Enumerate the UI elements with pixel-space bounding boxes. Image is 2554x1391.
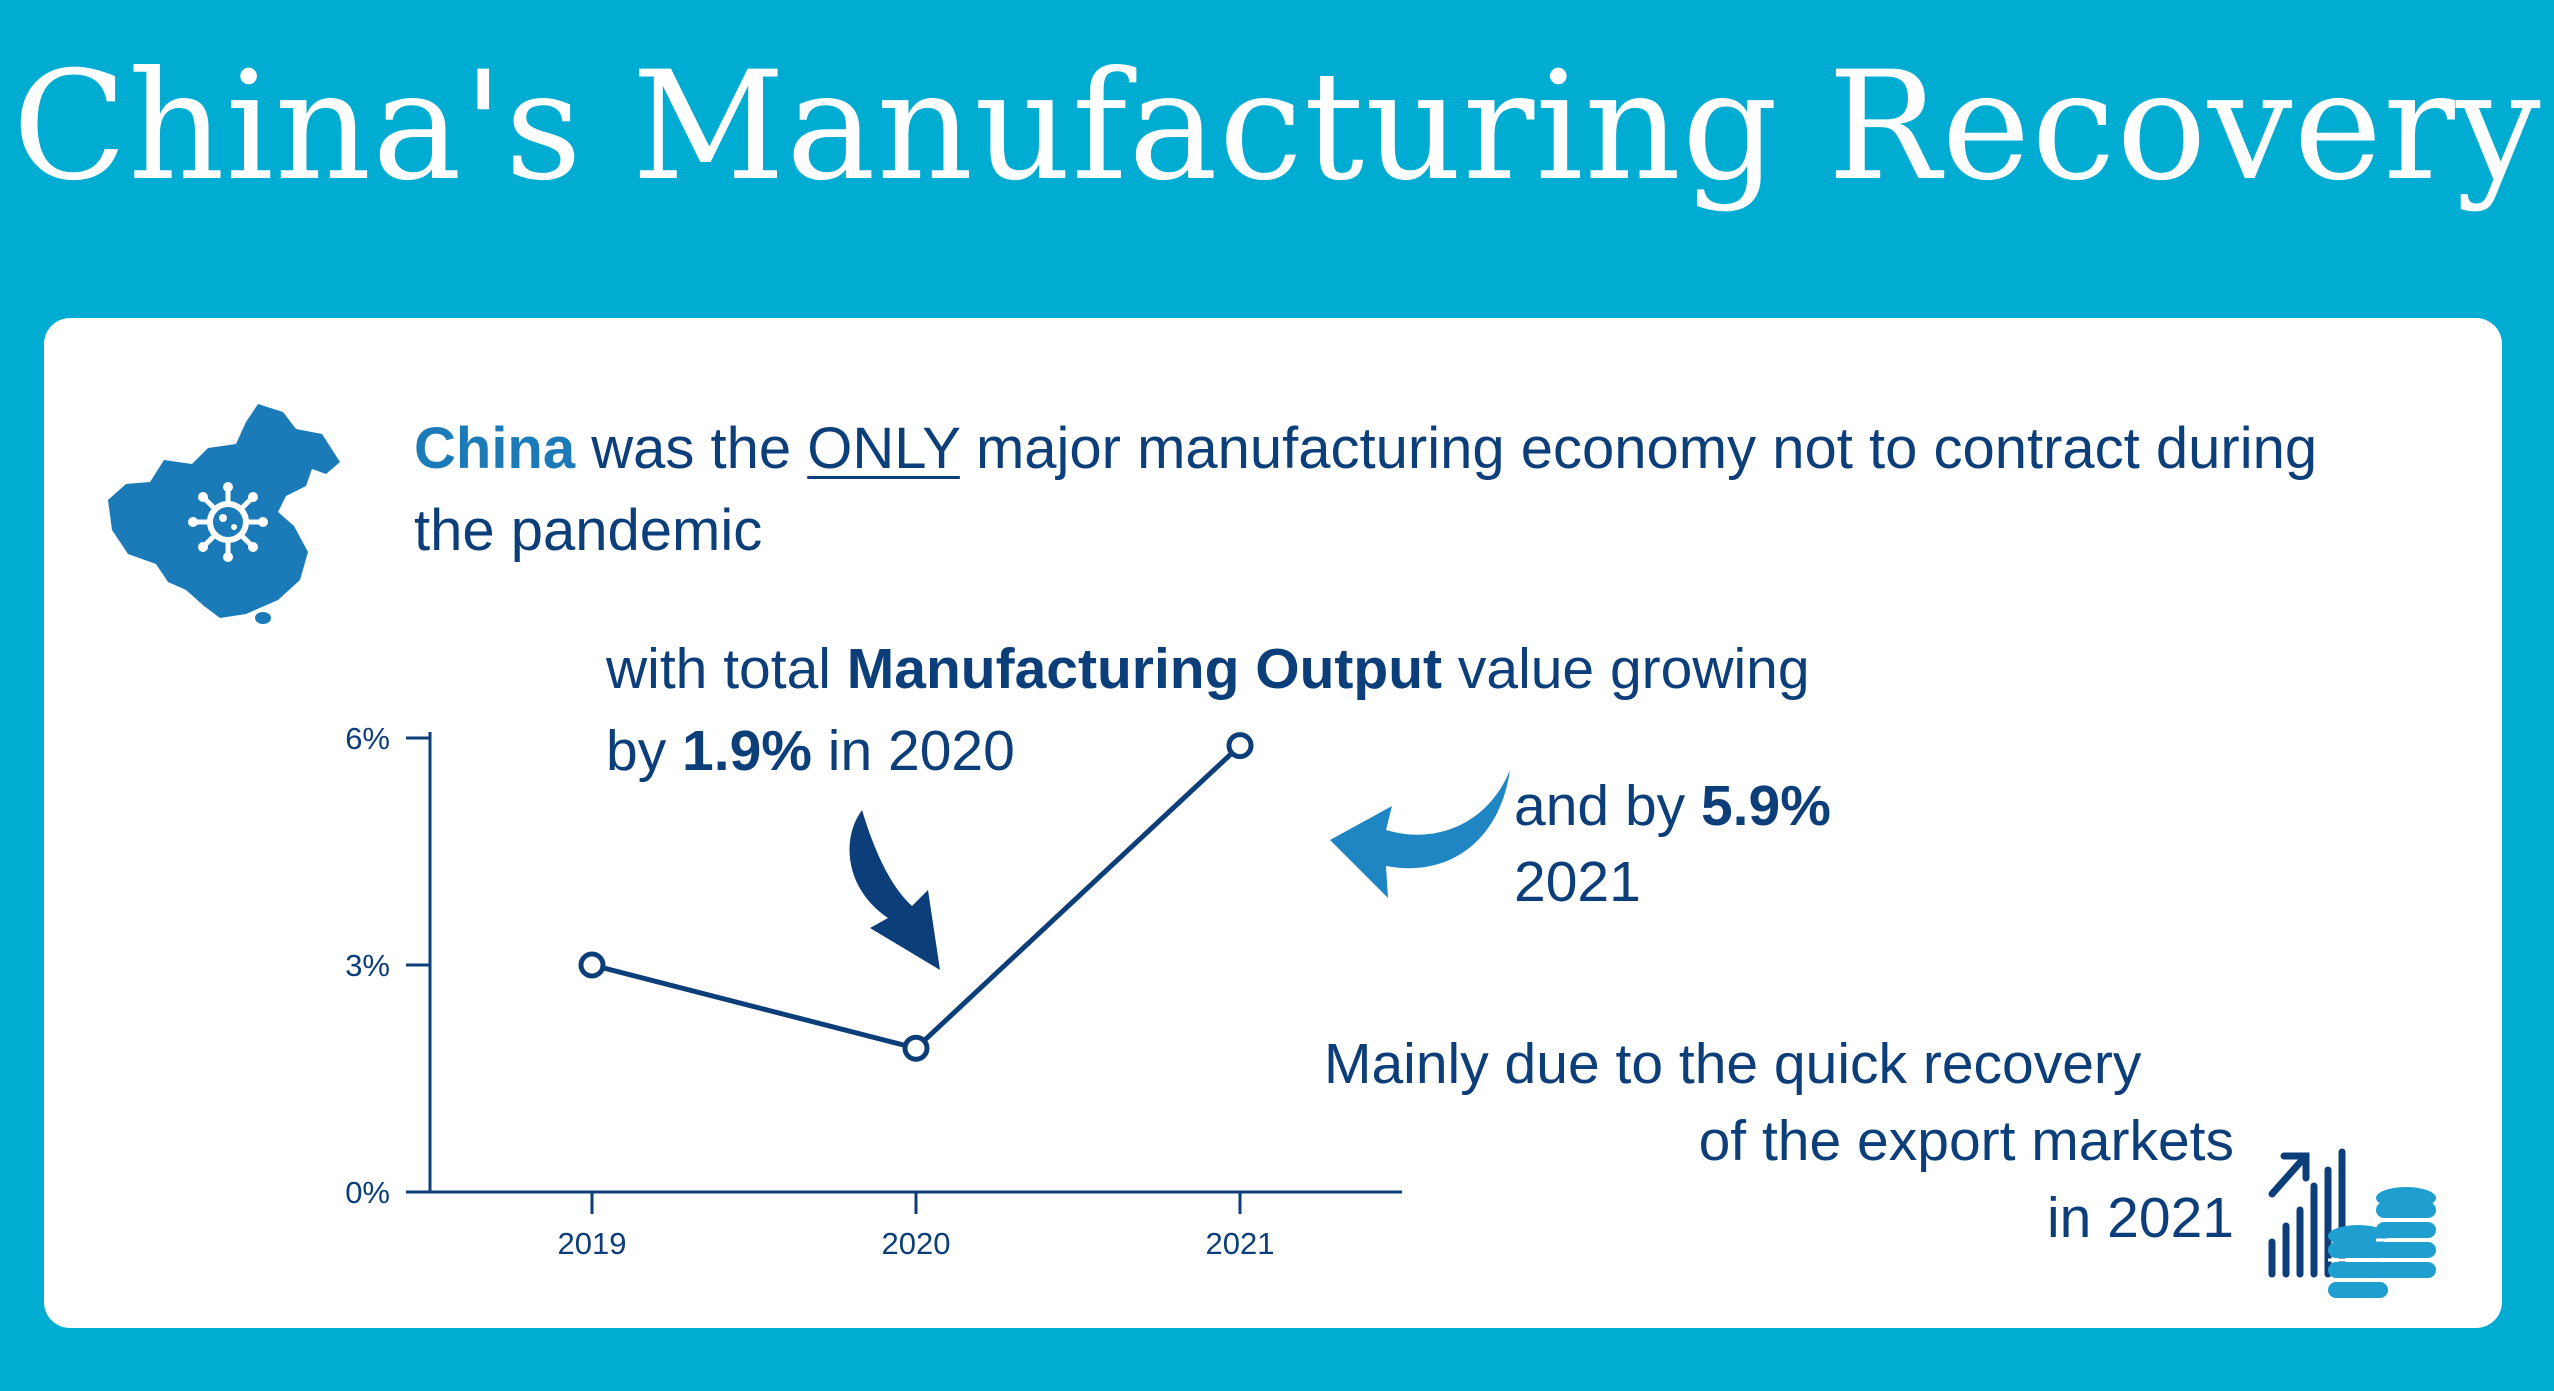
- chart-axes: [422, 732, 1402, 1194]
- curved-arrow-left-icon: [1330, 770, 1510, 898]
- line-chart: 0% 3% 6% 2019 2020 2021: [345, 721, 1402, 1261]
- x-tick-label: 2020: [882, 1226, 951, 1261]
- headline-strong: China: [414, 416, 576, 481]
- data-point: [578, 951, 606, 979]
- x-tick-label: 2021: [1206, 1226, 1275, 1261]
- recovery-line2: of the export markets: [1698, 1109, 2234, 1173]
- data-point: [902, 1034, 930, 1062]
- curved-arrow-down-icon: [849, 810, 940, 970]
- recovery-line1: Mainly due to the quick recovery: [1324, 1032, 2142, 1096]
- headline-part1: was the: [575, 416, 808, 481]
- output-note-line2-post: in 2020: [811, 719, 1015, 783]
- note-2021: and by 5.9% 2021: [1514, 768, 1831, 920]
- output-note-line2-pre: by: [606, 719, 683, 783]
- chart-ticks: 0% 3% 6% 2019 2020 2021: [345, 721, 1274, 1261]
- output-note-line2-bold: 1.9%: [682, 719, 812, 783]
- series-line: [591, 743, 1242, 1051]
- headline-underline: ONLY: [807, 416, 960, 481]
- y-tick-label: 3%: [345, 948, 390, 983]
- y-tick-label: 0%: [345, 1175, 390, 1210]
- note-2021-bold: 5.9%: [1700, 774, 1831, 838]
- china-map-virus-icon: [108, 404, 340, 624]
- headline-text: China was the ONLY major manufacturing e…: [414, 408, 2394, 572]
- note-2021-pre: and by: [1514, 774, 1701, 838]
- content-panel: China was the ONLY major manufacturing e…: [44, 318, 2502, 1328]
- note-2021-line2: 2021: [1514, 850, 1641, 914]
- headline-part2: major manufacturing economy not to contr…: [414, 416, 2318, 563]
- recovery-note: Mainly due to the quick recovery of the …: [1324, 1026, 2464, 1257]
- output-note-bold: Manufacturing Output: [846, 637, 1443, 701]
- page-title: China's Manufacturing Recovery: [12, 40, 2542, 214]
- output-note-pre: with total: [606, 637, 847, 701]
- y-tick-label: 6%: [345, 721, 390, 756]
- chart-plot: [578, 732, 1254, 1062]
- export-growth-coins-icon: [2268, 1148, 2436, 1298]
- data-point: [1226, 732, 1254, 760]
- output-note-post: value growing: [1442, 637, 1810, 701]
- x-tick-label: 2019: [558, 1226, 627, 1261]
- recovery-line3: in 2021: [2046, 1186, 2234, 1250]
- output-note: with total Manufacturing Output value gr…: [606, 628, 1810, 792]
